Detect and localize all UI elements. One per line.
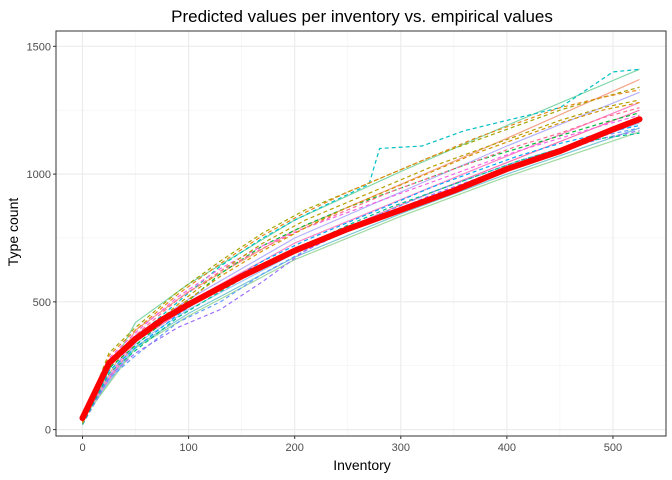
plot-area	[55, 30, 667, 437]
empirical-line-5	[81, 114, 640, 423]
grid-major	[56, 31, 666, 436]
empirical-line-11	[81, 89, 640, 423]
x-axis: 0 100 200 300 400 500	[79, 436, 622, 454]
x-tick-label: 100	[179, 442, 197, 454]
x-tick-label: 300	[392, 442, 410, 454]
x-axis-title: Inventory	[333, 457, 391, 473]
grid-minor	[56, 31, 666, 436]
y-axis-title: Type count	[5, 198, 21, 267]
y-tick-label: 500	[33, 297, 51, 309]
empirical-line-9	[81, 107, 640, 423]
empirical-line-8	[81, 124, 640, 424]
predicted-line-3	[81, 91, 640, 420]
empirical-line-10	[81, 132, 640, 425]
x-tick-label: 0	[79, 442, 85, 454]
x-tick-label: 200	[286, 442, 304, 454]
empirical-line-1	[81, 68, 640, 425]
chart-title: Predicted values per inventory vs. empir…	[171, 7, 553, 26]
main-prediction-line	[79, 116, 643, 422]
y-tick-label: 1000	[27, 169, 51, 181]
panel-border	[55, 30, 667, 437]
x-tick-label: 500	[604, 442, 622, 454]
empirical-line-12	[81, 101, 640, 424]
y-tick-label: 1500	[27, 41, 51, 53]
series-layer	[79, 68, 643, 425]
x-tick-label: 400	[498, 442, 516, 454]
y-axis: 0 500 1000 1500	[27, 41, 56, 437]
empirical-line-2	[81, 86, 640, 423]
y-tick-label: 0	[45, 425, 51, 437]
